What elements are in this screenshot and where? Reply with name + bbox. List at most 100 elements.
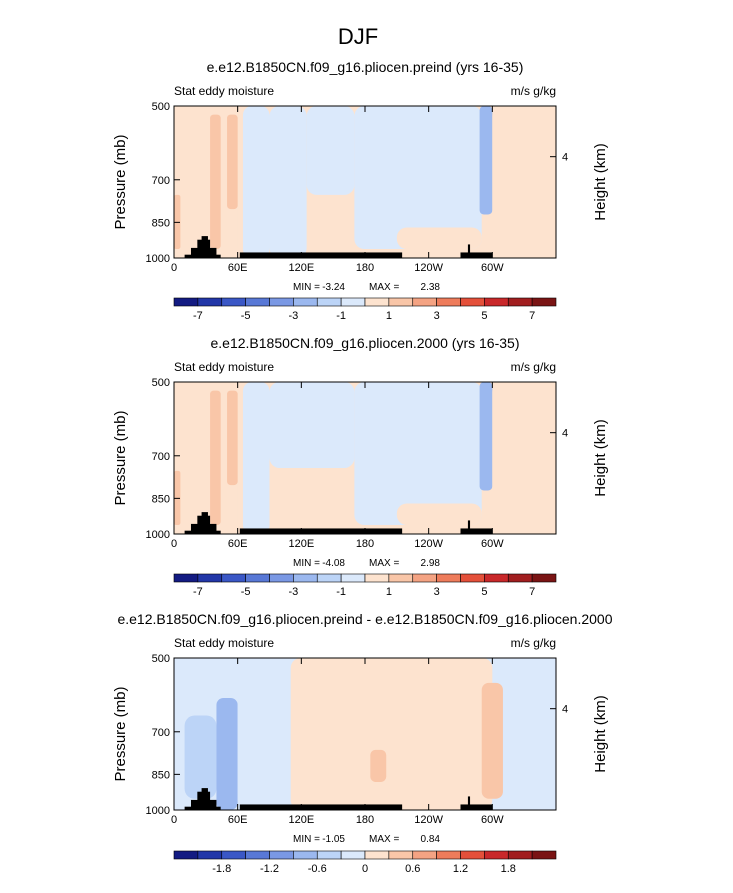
contour-region bbox=[354, 382, 482, 526]
contour-region bbox=[210, 390, 221, 526]
contour-region bbox=[479, 382, 493, 491]
contour-region bbox=[227, 114, 238, 210]
colorbar-box bbox=[221, 850, 246, 860]
colorbar-box bbox=[316, 573, 342, 583]
panels: e.e12.B1850CN.f09_g16.pliocen.preind (yr… bbox=[112, 59, 613, 875]
colorbar-label: 3 bbox=[434, 310, 440, 322]
colorbar-box bbox=[173, 573, 199, 583]
colorbar-label: -0.6 bbox=[308, 863, 327, 875]
contour-region bbox=[481, 682, 503, 799]
colorbar-box bbox=[436, 850, 461, 860]
colorbar: -7 -5 -3 -1 1 3 5 7 bbox=[173, 297, 557, 322]
contour-region bbox=[492, 106, 556, 258]
y-right-tick-label: 4 bbox=[562, 704, 568, 716]
colorbar-box bbox=[340, 297, 366, 307]
colorbar-label: -5 bbox=[241, 586, 251, 598]
colorbar-box bbox=[436, 573, 461, 583]
colorbar-box bbox=[507, 850, 533, 860]
y-axis-right-label: Height (km) bbox=[592, 695, 609, 773]
colorbar-box bbox=[460, 573, 485, 583]
x-tick-label: 0 bbox=[171, 814, 177, 826]
colorbar-box bbox=[221, 297, 246, 307]
contour-region bbox=[479, 106, 493, 215]
colorbar-box bbox=[507, 297, 533, 307]
colorbar-label: -5 bbox=[241, 310, 251, 322]
contour-region bbox=[396, 227, 482, 250]
topography-land bbox=[467, 796, 471, 810]
chart-panel-1: e.e12.B1850CN.f09_g16.pliocen.preind (yr… bbox=[112, 59, 609, 322]
panel-variable-label: Stat eddy moisture bbox=[174, 636, 274, 650]
colorbar-box bbox=[412, 573, 437, 583]
max-value: 0.84 bbox=[421, 834, 441, 845]
topography-land bbox=[239, 252, 403, 258]
x-tick-label: 120W bbox=[414, 814, 443, 826]
colorbar-label: 1 bbox=[386, 310, 392, 322]
y-tick-label: 1000 bbox=[146, 805, 170, 817]
contour-region bbox=[242, 382, 270, 534]
y-tick-label: 700 bbox=[152, 727, 170, 739]
y-tick-label: 850 bbox=[152, 493, 170, 505]
topography-land bbox=[201, 512, 208, 534]
contour-region bbox=[396, 503, 482, 526]
min-value: -1.05 bbox=[322, 834, 345, 845]
y-tick-label: 500 bbox=[152, 377, 170, 389]
topography-land bbox=[239, 528, 403, 534]
colorbar-label: -7 bbox=[193, 310, 203, 322]
colorbar-label: -1 bbox=[336, 310, 346, 322]
x-tick-label: 60E bbox=[228, 814, 248, 826]
y-right-tick-label: 4 bbox=[562, 428, 568, 440]
colorbar-box bbox=[364, 573, 390, 583]
colorbar-box bbox=[364, 297, 390, 307]
y-right-tick-label: 4 bbox=[562, 152, 568, 164]
max-label: MAX = bbox=[369, 558, 399, 569]
colorbar-label: 7 bbox=[529, 586, 535, 598]
colorbar-box bbox=[460, 297, 485, 307]
colorbar-box bbox=[173, 297, 199, 307]
contour-region bbox=[269, 106, 307, 258]
colorbar-label: -1.2 bbox=[260, 863, 279, 875]
colorbar-box bbox=[293, 573, 318, 583]
contour-region bbox=[242, 106, 270, 258]
colorbar-box bbox=[173, 850, 199, 860]
panel-title: e.e12.B1850CN.f09_g16.pliocen.preind (yr… bbox=[207, 59, 524, 75]
page-title: DJF bbox=[338, 24, 378, 49]
colorbar-box bbox=[484, 573, 509, 583]
contour-region bbox=[354, 106, 482, 250]
colorbar-label: 0.6 bbox=[405, 863, 420, 875]
colorbar-box bbox=[269, 850, 294, 860]
colorbar-box bbox=[340, 573, 366, 583]
y-tick-label: 700 bbox=[152, 175, 170, 187]
colorbar-box bbox=[436, 297, 461, 307]
y-tick-label: 500 bbox=[152, 101, 170, 113]
colorbar-label: 1.8 bbox=[501, 863, 516, 875]
colorbar-box bbox=[484, 297, 509, 307]
colorbar-label: -1.8 bbox=[212, 863, 231, 875]
x-tick-label: 180 bbox=[356, 814, 374, 826]
colorbar-label: -3 bbox=[288, 310, 298, 322]
panel-units-label: m/s g/kg bbox=[511, 360, 556, 374]
colorbar-box bbox=[316, 297, 342, 307]
colorbar: -1.8 -1.2 -0.6 0 0.6 1.2 1.8 bbox=[173, 850, 557, 875]
topography-land bbox=[460, 528, 493, 534]
panel-variable-label: Stat eddy moisture bbox=[174, 360, 274, 374]
contour-region bbox=[290, 658, 493, 810]
y-tick-label: 500 bbox=[152, 653, 170, 665]
colorbar-label: 7 bbox=[529, 310, 535, 322]
colorbar-box bbox=[388, 297, 414, 307]
max-value: 2.38 bbox=[421, 282, 441, 293]
x-tick-label: 120W bbox=[414, 538, 443, 550]
panel-title: e.e12.B1850CN.f09_g16.pliocen.preind - e… bbox=[117, 611, 612, 627]
colorbar-box bbox=[388, 573, 414, 583]
chart-panel-2: e.e12.B1850CN.f09_g16.pliocen.2000 (yrs … bbox=[112, 335, 609, 598]
y-tick-label: 850 bbox=[152, 217, 170, 229]
colorbar-box bbox=[245, 850, 270, 860]
contour-region bbox=[210, 114, 221, 250]
y-tick-label: 850 bbox=[152, 769, 170, 781]
colorbar-box bbox=[340, 850, 366, 860]
colorbar-box bbox=[388, 850, 414, 860]
contour-region bbox=[227, 390, 238, 486]
x-tick-label: 120E bbox=[288, 262, 314, 274]
contour-region bbox=[492, 382, 556, 534]
min-label: MIN = bbox=[293, 558, 320, 569]
